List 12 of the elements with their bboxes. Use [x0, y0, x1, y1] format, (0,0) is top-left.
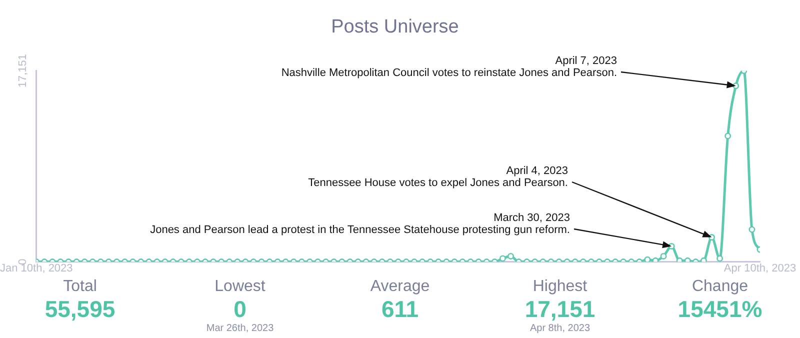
text: Change 15451% — [676, 278, 764, 322]
y-tick-label: 17,151 — [16, 54, 29, 88]
y-tick-label: 0 — [16, 258, 29, 265]
text: Lowest 0 Mar 26th, 2023 — [205, 278, 275, 336]
text: Total 55,595 — [44, 278, 116, 322]
chart-title: Posts Universe — [331, 16, 459, 38]
text: Highest 17,151 Apr 8th, 2023 — [524, 278, 596, 336]
text: Average 611 — [369, 278, 431, 322]
annotation: April 4, 2023 Tennessee House votes to expel Jones and Pearson. — [308, 165, 568, 189]
annotation: April 7, 2023 Nashville Metropolitan Council votes to reinstate Jones and Pearson. — [281, 55, 617, 79]
annotation: March 30, 2023 Jones and Pearson lead a protest in the Tennessee Statehouse protesting gun reform. — [150, 212, 570, 236]
x-tick-label: Apr 10th, 2023 — [724, 262, 796, 274]
